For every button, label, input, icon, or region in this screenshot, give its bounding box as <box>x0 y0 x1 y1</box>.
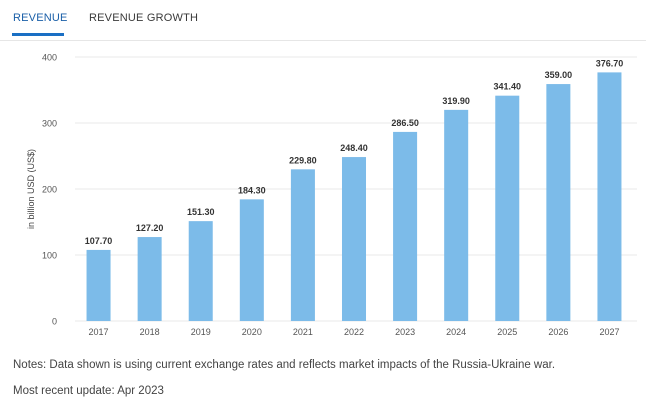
y-axis-label: in billion USD (US$) <box>26 149 36 229</box>
bar-value-label: 107.70 <box>85 236 113 246</box>
chart-notes: Notes: Data shown is using current excha… <box>13 359 556 371</box>
bar-value-label: 248.40 <box>340 143 368 153</box>
bar <box>546 84 571 321</box>
bar <box>341 157 367 321</box>
bar <box>86 249 111 321</box>
revenue-bar-chart: 0 100 200 300 400 in billion USD (US$) 107.70 2… <box>26 53 637 337</box>
y-tick-label: 100 <box>42 251 57 261</box>
bar <box>290 169 315 321</box>
y-tick-label: 300 <box>42 119 57 129</box>
bar <box>137 237 162 321</box>
bar-value-label: 286.50 <box>391 118 419 128</box>
bar <box>188 221 213 321</box>
x-tick-label: 2017 <box>89 327 109 337</box>
x-tick-label: 2021 <box>293 327 313 337</box>
bar <box>444 109 469 321</box>
tab-bar: REVENUE REVENUE GROWTH <box>0 0 646 41</box>
bar-value-label: 359.00 <box>545 70 573 80</box>
bar-value-label: 151.30 <box>187 207 215 217</box>
y-tick-label: 400 <box>42 53 57 63</box>
x-tick-label: 2026 <box>548 327 568 337</box>
x-tick-label: 2018 <box>140 327 160 337</box>
tab-revenue-growth[interactable]: REVENUE GROWTH <box>89 12 199 24</box>
x-tick-label: 2019 <box>191 327 211 337</box>
bar-value-label: 376.70 <box>596 58 624 68</box>
bar <box>597 72 622 322</box>
x-tick-label: 2025 <box>497 327 517 337</box>
last-update: Most recent update: Apr 2023 <box>13 385 164 397</box>
active-tab-indicator <box>12 33 64 36</box>
bar <box>239 199 264 321</box>
bar-value-label: 184.30 <box>238 185 266 195</box>
bar-value-label: 229.80 <box>289 155 317 165</box>
y-tick-label: 200 <box>42 185 57 195</box>
bar <box>495 95 520 321</box>
bar-value-label: 127.20 <box>136 223 164 233</box>
tab-revenue[interactable]: REVENUE <box>13 12 68 24</box>
bar-value-label: 319.90 <box>442 96 470 106</box>
x-tick-label: 2024 <box>446 327 466 337</box>
x-tick-label: 2027 <box>599 327 619 337</box>
bar <box>393 131 418 321</box>
x-tick-label: 2023 <box>395 327 415 337</box>
bar-value-label: 341.40 <box>494 82 522 92</box>
x-tick-label: 2020 <box>242 327 262 337</box>
x-tick-label: 2022 <box>344 327 364 337</box>
y-tick-label: 0 <box>52 317 57 327</box>
